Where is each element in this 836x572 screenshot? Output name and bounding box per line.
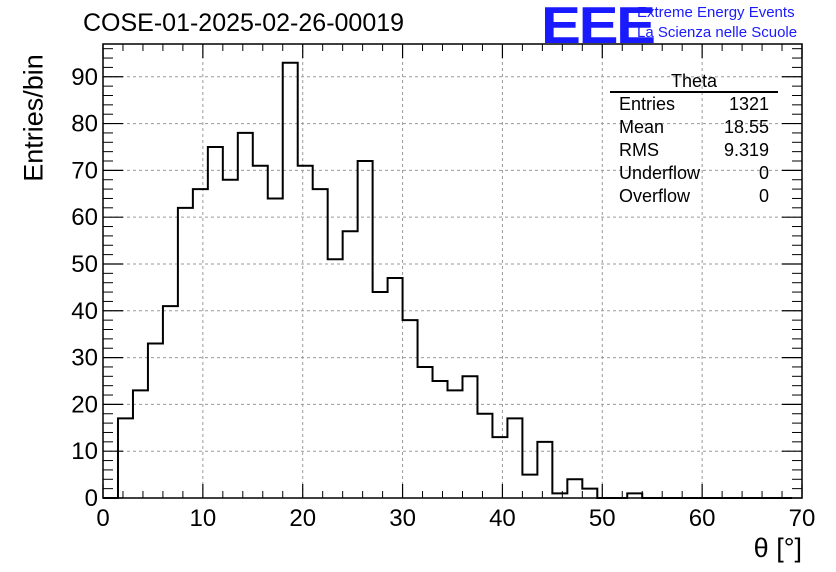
x-tick-label: 20 bbox=[289, 505, 316, 532]
x-axis-label: θ [°] bbox=[753, 533, 802, 563]
x-tick-label: 40 bbox=[489, 505, 516, 532]
y-tick-label: 40 bbox=[71, 298, 98, 325]
stats-label: RMS bbox=[619, 140, 659, 160]
stats-value: 1321 bbox=[728, 94, 769, 114]
x-tick-label: 30 bbox=[389, 505, 416, 532]
y-tick-label: 30 bbox=[71, 345, 98, 372]
stats-label: Overflow bbox=[619, 186, 691, 206]
x-tick-label: 70 bbox=[789, 505, 816, 532]
stats-value: 0 bbox=[758, 186, 769, 206]
plot-frame bbox=[102, 43, 803, 499]
x-tick-label: 10 bbox=[190, 505, 217, 532]
x-tick-label: 50 bbox=[589, 505, 616, 532]
stats-label: Underflow bbox=[619, 163, 701, 183]
stats-row-overflow: Overflow 0 bbox=[610, 185, 778, 208]
logo-caption-line2: La Scienza nelle Scuole bbox=[637, 24, 798, 41]
y-tick-label: 0 bbox=[85, 485, 98, 512]
y-tick-label: 10 bbox=[71, 438, 98, 465]
x-tick-label: 0 bbox=[96, 505, 109, 532]
x-tick-label: 60 bbox=[689, 505, 716, 532]
stats-row-underflow: Underflow 0 bbox=[610, 162, 778, 185]
y-tick-label: 90 bbox=[71, 64, 98, 91]
y-tick-label: 50 bbox=[71, 251, 98, 278]
y-tick-label: 80 bbox=[71, 111, 98, 138]
stats-label: Entries bbox=[619, 94, 676, 114]
stats-value: 0 bbox=[758, 163, 769, 183]
stats-row-mean: Mean 18.55 bbox=[610, 116, 778, 139]
y-tick-label: 20 bbox=[71, 391, 98, 418]
stats-label: Mean bbox=[619, 117, 665, 137]
y-tick-label: 60 bbox=[71, 204, 98, 231]
y-axis-label: Entries/bin bbox=[18, 54, 49, 182]
eee-logo: EEE bbox=[541, 0, 656, 55]
logo-caption-line1: Extreme Energy Events bbox=[637, 4, 795, 21]
stats-title: Theta bbox=[610, 71, 778, 93]
stats-row-rms: RMS 9.319 bbox=[610, 139, 778, 162]
stats-box: Theta Entries 1321 Mean 18.55 RMS 9.319 … bbox=[610, 71, 778, 208]
stats-value: 18.55 bbox=[723, 117, 769, 137]
chart-title: COSE-01-2025-02-26-00019 bbox=[83, 9, 405, 37]
y-tick-label: 70 bbox=[71, 157, 98, 184]
stats-value: 9.319 bbox=[723, 140, 769, 160]
stats-row-entries: Entries 1321 bbox=[610, 93, 778, 116]
